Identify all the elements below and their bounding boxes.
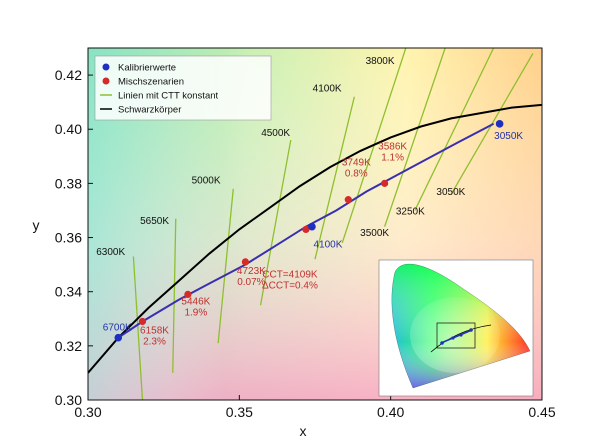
isotherm-line-4500K [259, 139, 292, 306]
isotherm-label: 3800K [366, 56, 395, 67]
mix-label: ΔCCT=0.4% [262, 280, 318, 291]
mix-label: 4723K [237, 266, 266, 277]
x-tick-label: 0.40 [377, 404, 404, 420]
mix-point [344, 196, 352, 204]
mix-point [302, 225, 310, 234]
cie-zoom-rectangle [436, 322, 476, 349]
isotherm-label: 5650K [140, 216, 169, 227]
mix-label: 1.9% [184, 307, 207, 318]
legend-marker-mischszenarien [102, 77, 110, 85]
x-tick-label: 0.30 [74, 404, 101, 420]
mix-label: 0.8% [345, 169, 368, 180]
mix-label: 3586K [378, 141, 407, 152]
mix-label: CCT=4109K [262, 269, 318, 280]
y-axis-label: y [33, 217, 40, 233]
legend-label-kalibrierwerte: Kalibrierwerte [118, 63, 176, 74]
cie-inset-point [440, 341, 444, 345]
legend-label-mischszenarien: Mischszenarien [118, 77, 184, 88]
isotherm-label: 6300K [96, 247, 125, 258]
cie-locus-outline [391, 263, 531, 389]
cie-inset [378, 259, 534, 397]
y-tick-label: 0.40 [55, 121, 82, 137]
x-tick-label: 0.35 [226, 404, 253, 420]
y-tick-label: 0.36 [55, 230, 82, 246]
calibration-point [114, 333, 123, 342]
isotherm-label: 3500K [360, 228, 389, 239]
mix-label: 1.1% [381, 152, 404, 163]
y-tick-label: 0.32 [55, 338, 82, 354]
x-axis-label: x [300, 423, 307, 439]
cie-inset-point [469, 328, 473, 332]
isotherm-line-4100K [314, 96, 355, 260]
mix-point [138, 317, 147, 326]
mix-label: 5446K [181, 296, 210, 307]
y-tick-label: 0.30 [55, 392, 82, 408]
x-tick-label: 0.45 [528, 404, 555, 420]
isotherm-line-3250K [414, 48, 495, 211]
cie-inset-point [451, 336, 455, 340]
isotherm-line-6300K [132, 256, 144, 400]
mix-label: 0.07% [237, 277, 265, 288]
legend-marker-kalibrierwerte [102, 63, 110, 71]
y-tick-label: 0.42 [55, 67, 82, 83]
legend-label-isotherm: Linien mit CTT konstant [118, 91, 219, 102]
cie-inset-calibration-line [440, 329, 473, 344]
calibration-point [495, 120, 504, 128]
cie-inset-blackbody [430, 324, 492, 353]
calibration-label: 4100K [314, 240, 343, 251]
y-tick-label: 0.38 [55, 175, 82, 191]
isotherm-label: 3250K [396, 207, 425, 218]
plot-frame [87, 47, 543, 401]
legend: Kalibrierwerte Mischszenarien Linien mit… [94, 55, 272, 121]
isotherm-line-3500K [383, 48, 446, 227]
mix-point [241, 258, 249, 266]
legend-label-blackbody: Schwarzkörper [118, 105, 181, 116]
mix-label: 6158K [140, 325, 169, 336]
mix-label: 2.3% [143, 336, 166, 347]
calibration-label: 6700K [103, 323, 132, 334]
isotherm-line-5000K [217, 188, 234, 344]
isotherm-line-5650K [172, 218, 177, 373]
y-tick-label: 0.34 [55, 284, 82, 300]
isotherm-label: 3050K [436, 187, 465, 198]
mix-point [381, 179, 389, 187]
calibration-point [308, 222, 316, 231]
isotherm-label: 4500K [261, 128, 290, 139]
calibration-label: 3050K [494, 131, 523, 142]
isotherm-label: 4100K [313, 83, 342, 94]
mix-point [184, 290, 192, 298]
cie-inset-point [459, 333, 463, 337]
isotherm-label: 5000K [192, 175, 221, 186]
mix-label: 3749K [342, 158, 371, 169]
blackbody-curve [88, 103, 542, 374]
